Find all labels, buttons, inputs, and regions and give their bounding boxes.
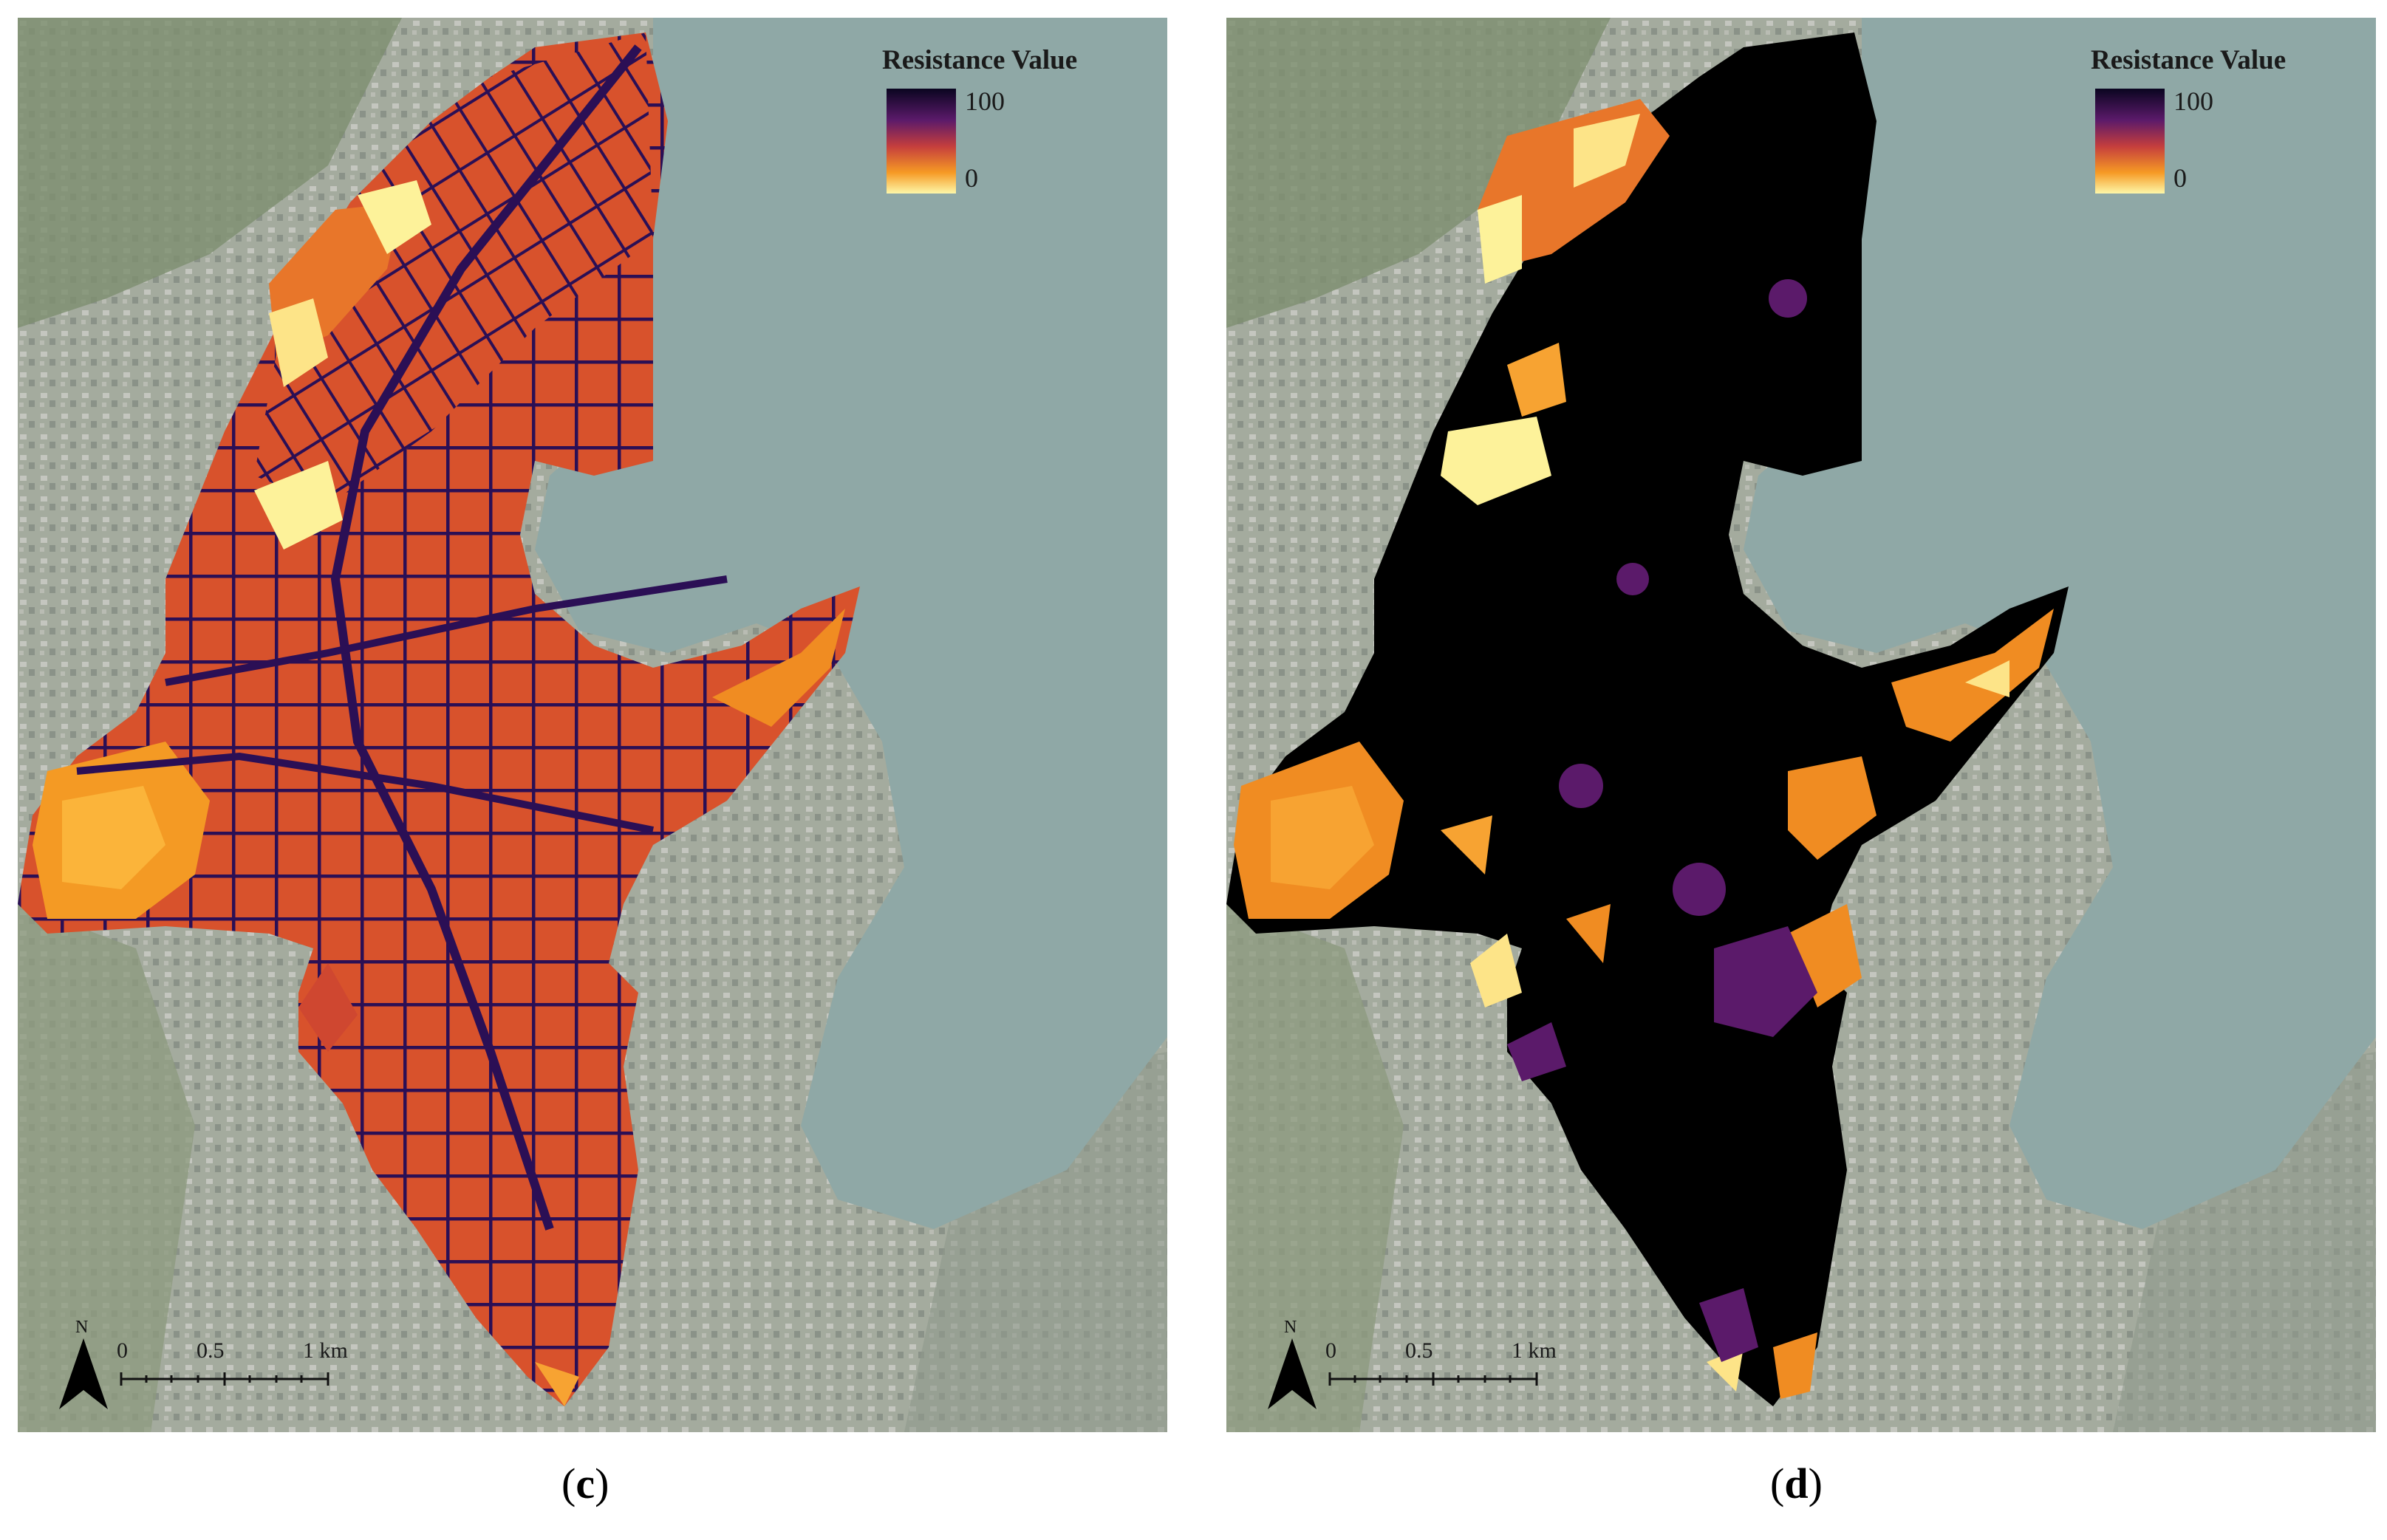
legend: Resistance Value 100 0 <box>2091 44 2312 199</box>
north-arrow: N <box>56 1318 111 1428</box>
scale-bar-graphic <box>1328 1372 1538 1386</box>
map-panel-d: Resistance Value 100 0 N 0 0.5 1 km <box>1226 18 2376 1432</box>
legend-max-label: 100 <box>2173 86 2213 116</box>
legend-title: Resistance Value <box>2091 45 2287 75</box>
scale-tick-0-5: 0.5 <box>1405 1338 1433 1363</box>
scale-tick-0-5: 0.5 <box>197 1338 225 1363</box>
caption-c: (c) <box>561 1459 609 1508</box>
legend-title: Resistance Value <box>882 45 1078 75</box>
scale-bar: 0 0.5 1 km <box>1325 1338 1557 1412</box>
scale-tick-1km: 1 km <box>1512 1338 1557 1363</box>
caption-c-letter: c <box>576 1459 595 1508</box>
north-arrow-icon <box>1268 1338 1317 1409</box>
legend-min-label: 0 <box>2173 163 2187 193</box>
north-arrow: N <box>1265 1318 1319 1428</box>
scale-tick-0: 0 <box>1325 1338 1336 1363</box>
scale-bar-graphic <box>120 1372 329 1386</box>
caption-d-letter: d <box>1784 1459 1809 1508</box>
legend-color-ramp <box>887 89 956 194</box>
legend-color-ramp <box>2095 89 2165 194</box>
north-label: N <box>1284 1318 1297 1337</box>
scale-tick-1km: 1 km <box>303 1338 348 1363</box>
scale-tick-0: 0 <box>117 1338 128 1363</box>
resistance-map-c <box>18 18 1167 1432</box>
resistance-map-d <box>1226 18 2376 1432</box>
north-label: N <box>75 1318 89 1337</box>
legend: Resistance Value 100 0 <box>882 44 1104 199</box>
map-panel-c: Resistance Value 100 0 N 0 0.5 1 km <box>18 18 1167 1432</box>
caption-d: (d) <box>1770 1459 1823 1508</box>
north-arrow-icon <box>59 1338 108 1409</box>
legend-max-label: 100 <box>965 86 1005 116</box>
legend-min-label: 0 <box>965 163 978 193</box>
scale-bar: 0 0.5 1 km <box>117 1338 349 1412</box>
